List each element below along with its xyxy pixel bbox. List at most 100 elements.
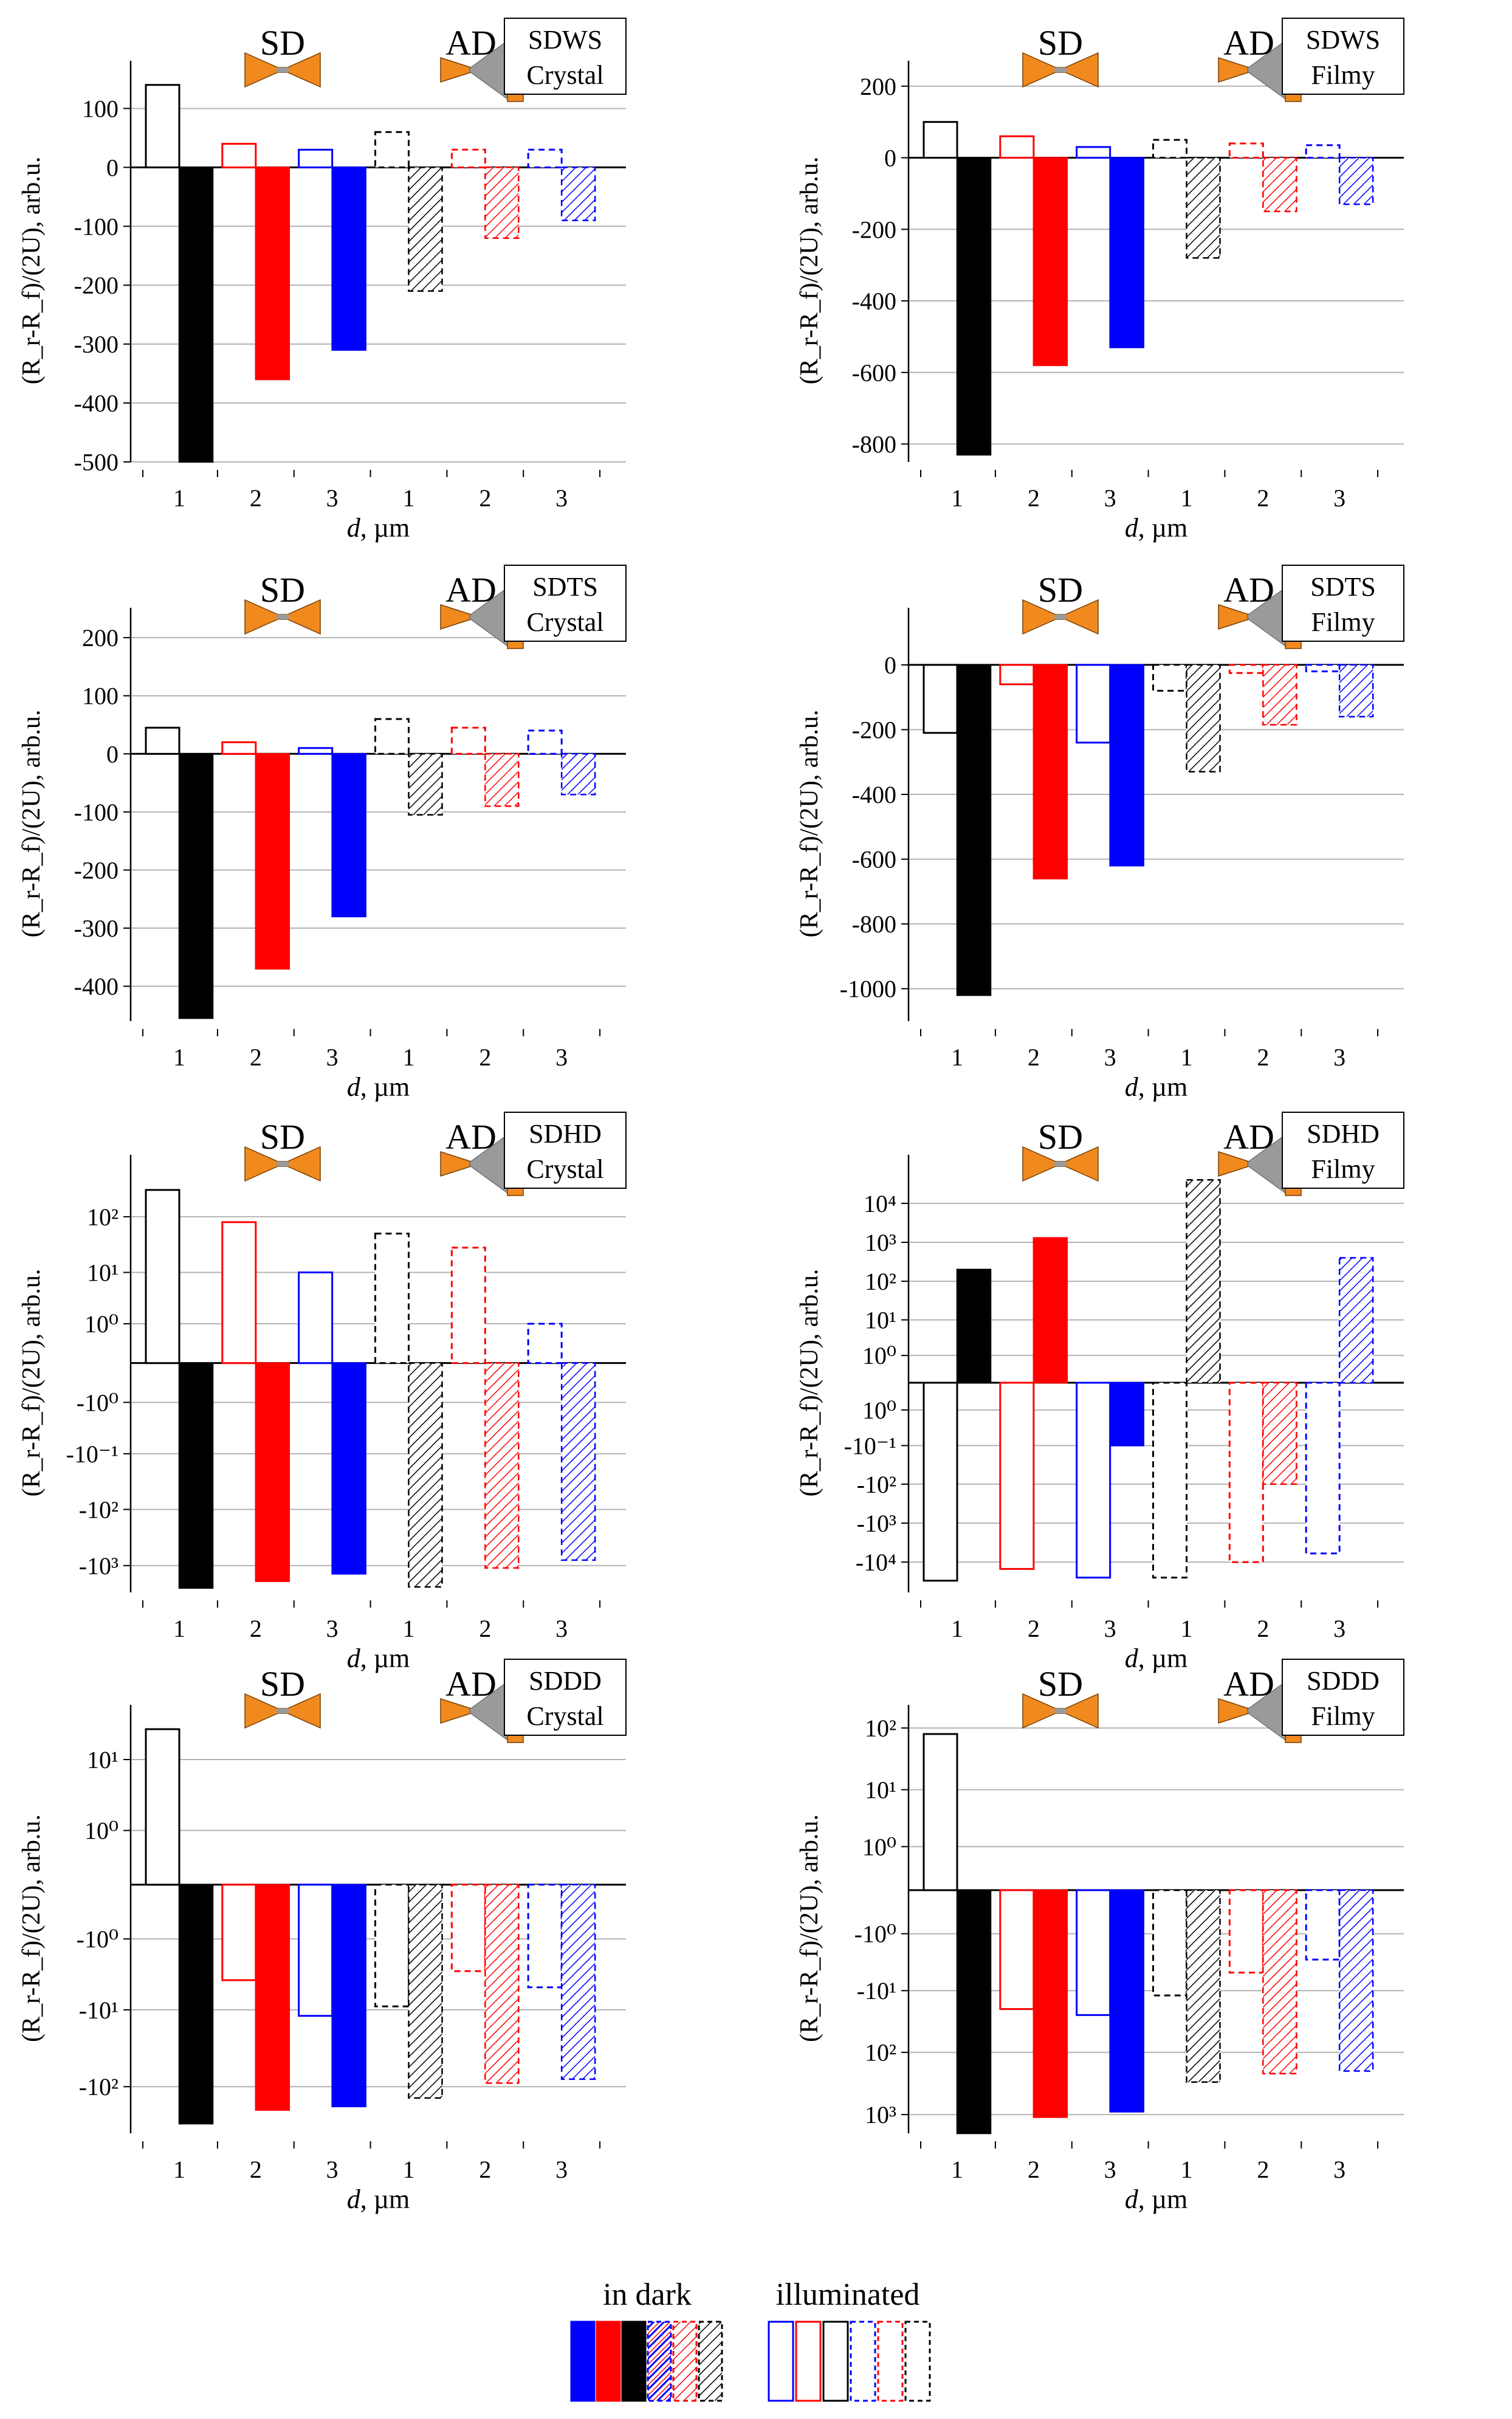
chart-SDHD-Crystal: 10² 10¹ 10⁰ -10⁰ -10⁻¹ -10² -10³ 1 2 3 1 2 3 d, µm (R_… [18, 1112, 627, 1673]
bar-in-dark [178, 753, 214, 1019]
bar-in-dark [255, 167, 290, 380]
x-tick-label: 3 [1333, 2156, 1345, 2183]
legend-swatch-illuminated [822, 2321, 849, 2402]
y-tick-label: -400 [852, 781, 896, 808]
x-tick-label: 2 [1257, 2156, 1269, 2183]
bar-in-dark [1186, 1889, 1221, 2083]
y-tick-label: -10² [79, 1496, 119, 1523]
x-tick-label: 2 [1028, 1044, 1040, 1071]
x-tick-label: 1 [173, 1044, 185, 1071]
bar-illuminated [1076, 1382, 1112, 1579]
x-tick-label: 3 [1333, 484, 1345, 512]
y-tick-label: -100 [74, 799, 119, 826]
sample-label-box [504, 18, 627, 95]
y-tick-label: 10¹ [865, 1777, 896, 1804]
bar-illuminated [527, 1884, 563, 1989]
legend-swatch-illuminated [795, 2321, 822, 2402]
y-tick-label: -10¹ [857, 1977, 896, 2004]
x-tick-label: 1 [951, 2156, 963, 2183]
group-label-sd: SD [260, 1664, 305, 1704]
y-tick-label: -400 [74, 973, 119, 1000]
y-tick-label: -800 [852, 431, 896, 458]
x-tick-label: 1 [1181, 2156, 1193, 2183]
bar-in-dark [1338, 664, 1374, 718]
y-tick-label: -200 [74, 272, 119, 299]
bar-in-dark [331, 167, 366, 351]
bar-illuminated [999, 1382, 1035, 1570]
chart-SDWS-Filmy: 200 0 -200 -400 -600 -800 1 2 3 1 2 3 d, µm (R_r-R_f)… [796, 18, 1404, 543]
x-tick-label: 2 [1028, 2156, 1040, 2183]
legend-illuminated-label: illuminated [776, 2277, 920, 2312]
x-tick-label: 1 [173, 484, 185, 512]
sample-label-box [1282, 565, 1404, 642]
bar-illuminated [527, 729, 563, 755]
legend-in-dark-label: in dark [603, 2277, 692, 2312]
bar-in-dark [408, 753, 443, 816]
y-tick-label: -200 [74, 856, 119, 884]
y-tick-label: 0 [884, 652, 896, 679]
y-tick-label: -10⁻¹ [66, 1440, 119, 1468]
bar-in-dark [1033, 664, 1068, 879]
y-tick-label: 10⁰ [84, 1817, 119, 1845]
bar-illuminated [999, 135, 1035, 159]
x-tick-label: 1 [951, 1615, 963, 1642]
y-axis-label: (R_r-R_f)/(2U), arb.u. [796, 1269, 823, 1497]
bar-illuminated [1152, 664, 1187, 692]
bar-in-dark [331, 1884, 366, 2108]
y-tick-label: -10⁰ [854, 1921, 896, 1948]
y-tick-label: -10³ [857, 1510, 896, 1537]
y-tick-label: -10² [857, 1471, 896, 1498]
x-tick-label: 2 [250, 2156, 262, 2183]
y-tick-label: -600 [852, 359, 896, 387]
y-tick-label: 100 [82, 683, 119, 710]
bar-in-dark [1109, 1889, 1144, 2113]
y-tick-label: -300 [74, 331, 119, 358]
sample-label-material: Crystal [526, 60, 603, 90]
y-tick-label: 10² [865, 1268, 896, 1295]
y-tick-label: -10⁰ [77, 1925, 119, 1953]
bar-in-dark [484, 1362, 520, 1569]
bar-illuminated [374, 1233, 410, 1364]
bar-in-dark [255, 1362, 290, 1582]
x-tick-label: 2 [250, 1615, 262, 1642]
bar-illuminated [450, 726, 486, 755]
bar-illuminated [145, 84, 180, 168]
sample-label-type: SDWS [1306, 25, 1380, 55]
y-tick-label: 0 [106, 154, 119, 181]
sd-contact-icon [1054, 1161, 1067, 1166]
bar-in-dark [560, 1362, 596, 1561]
bar-illuminated [1305, 144, 1341, 159]
bar-in-dark [956, 664, 992, 996]
x-tick-label: 3 [326, 484, 338, 512]
y-tick-label: 0 [106, 740, 119, 768]
group-label-sd: SD [1038, 1117, 1083, 1157]
bar-in-dark [1033, 157, 1068, 366]
sample-label-box [504, 1659, 627, 1736]
bar-illuminated [923, 121, 958, 159]
bar-illuminated [527, 1323, 563, 1364]
sample-label-type: SDWS [528, 25, 602, 55]
x-tick-label: 3 [1104, 2156, 1116, 2183]
legend-swatch-dark [672, 2321, 698, 2402]
bar-illuminated [999, 1889, 1035, 2011]
bar-in-dark [560, 1884, 596, 2080]
legend-swatch-dark [698, 2321, 723, 2402]
sample-label-type: SDHD [1307, 1119, 1380, 1149]
bar-illuminated [1305, 1889, 1341, 1961]
y-tick-label: 10² [865, 2039, 896, 2066]
x-tick-label: 2 [479, 1044, 491, 1071]
sample-label-box [1282, 18, 1404, 95]
y-tick-label: -800 [852, 910, 896, 938]
y-tick-label: -200 [852, 716, 896, 743]
x-tick-label: 2 [1257, 1615, 1269, 1642]
x-tick-label: 2 [1028, 484, 1040, 512]
y-tick-label: 200 [82, 624, 119, 652]
legend-swatch-illuminated [877, 2321, 904, 2402]
bar-in-dark [408, 1362, 443, 1588]
group-label-sd: SD [1038, 23, 1083, 63]
sample-label-type: SDTS [532, 572, 598, 602]
bar-in-dark [331, 753, 366, 918]
x-tick-label: 3 [326, 1044, 338, 1071]
bar-illuminated [527, 148, 563, 168]
x-tick-label: 3 [1104, 1615, 1116, 1642]
